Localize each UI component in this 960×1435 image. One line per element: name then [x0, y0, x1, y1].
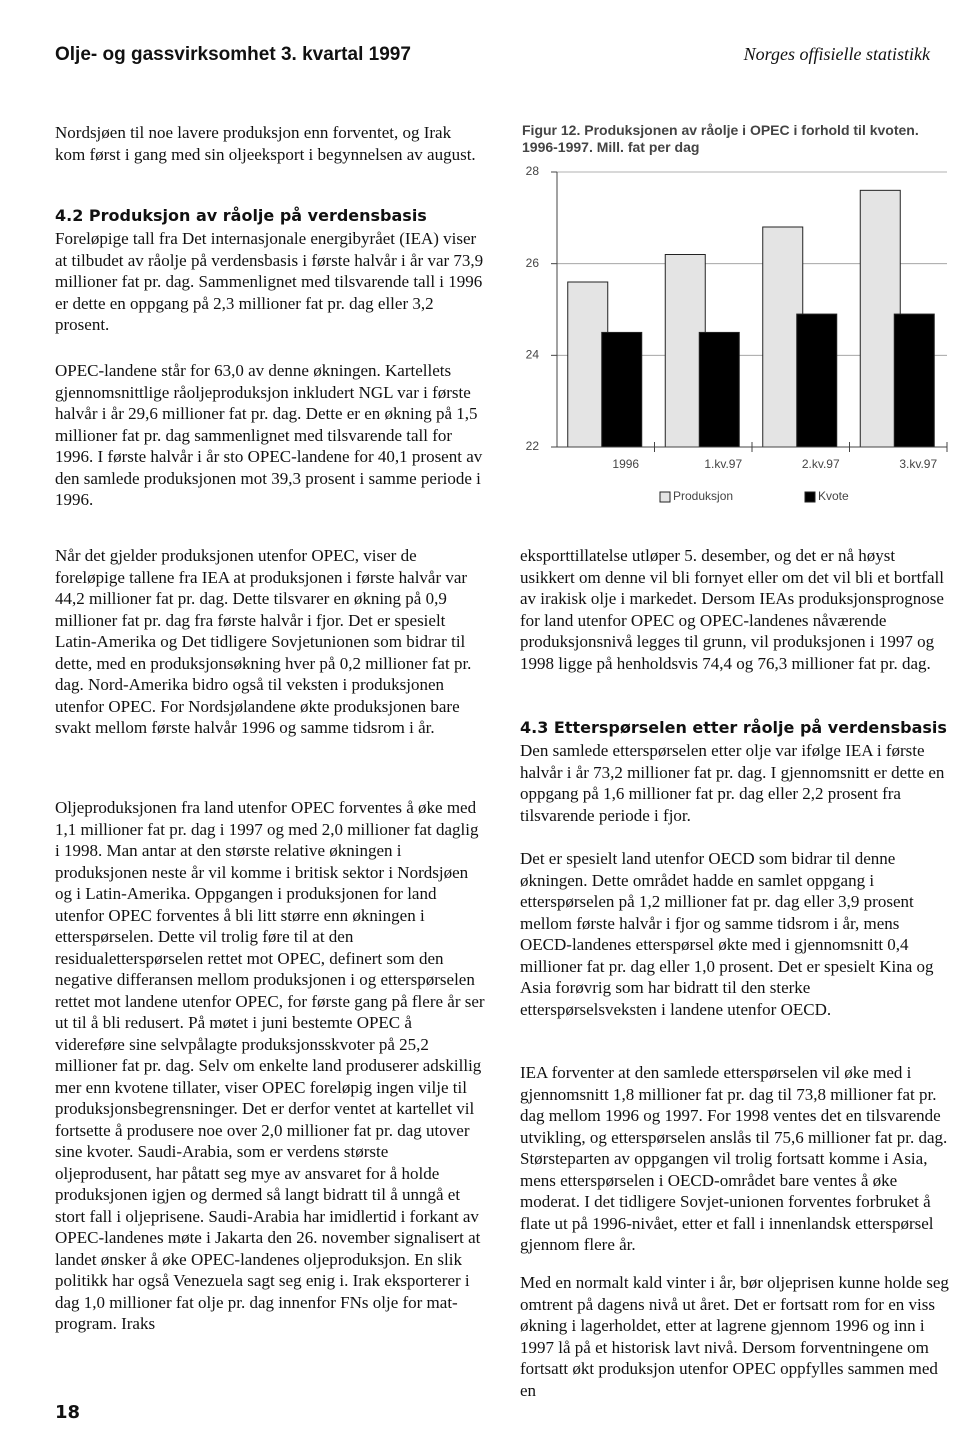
- heading: 4.2 Produksjon av råolje på verdensbasis: [55, 206, 427, 225]
- x-tick-label: 1.kv.97: [704, 457, 742, 471]
- y-tick-label: 28: [526, 164, 540, 178]
- heading: 4.3 Etterspørselen etter råolje på verde…: [520, 718, 947, 737]
- paragraph: eksporttillatelse utløper 5. desember, o…: [520, 546, 944, 673]
- bar: [664, 254, 706, 448]
- x-tick-label: 3.kv.97: [899, 457, 937, 471]
- chart: 22 24 26 28 1996 1.kv.97 2.kv.97 3.kv.97 Produks…: [526, 164, 948, 503]
- legend-marker: [659, 491, 671, 503]
- paragraph: Med en normalt kald vinter i år, bør olj…: [520, 1273, 949, 1400]
- bar: [698, 331, 740, 448]
- header-title: Olje- og gassvirksomhet 3. kvartal 1997: [55, 44, 411, 65]
- bar: [762, 226, 804, 448]
- x-tick-label: 1996: [612, 457, 639, 471]
- y-tick-label: 22: [526, 439, 540, 453]
- x-tick-label: 2.kv.97: [802, 457, 840, 471]
- figure-title: Figur 12. Produksjonen av råolje i OPEC …: [522, 122, 919, 155]
- paragraph: Den samlede etterspørselen etter olje va…: [520, 741, 945, 825]
- paragraph: Oljeproduksjonen fra land utenfor OPEC f…: [55, 798, 485, 1333]
- paragraph: Når det gjelder produksjonen utenfor OPE…: [55, 546, 472, 737]
- legend-label: Kvote: [818, 489, 849, 503]
- header-series: Norges offisielle statistikk: [743, 44, 930, 64]
- y-tick-label: 24: [526, 348, 540, 362]
- legend-label: Produksjon: [673, 489, 733, 503]
- bar: [796, 313, 838, 448]
- bar: [893, 313, 935, 448]
- paragraph: IEA forventer at den samlede etterspørse…: [520, 1063, 948, 1254]
- legend-marker: [804, 491, 816, 503]
- paragraph: OPEC-landene står for 63,0 av denne økni…: [55, 361, 483, 509]
- page-number: 18: [55, 1402, 81, 1423]
- bar: [601, 331, 643, 448]
- paragraph: Det er spesielt land utenfor OECD som bi…: [520, 849, 934, 1019]
- paragraph: Foreløpige tall fra Det internasjonale e…: [55, 229, 484, 334]
- y-tick-label: 26: [526, 256, 540, 270]
- paragraph: Nordsjøen til noe lavere produksjon enn …: [55, 123, 476, 164]
